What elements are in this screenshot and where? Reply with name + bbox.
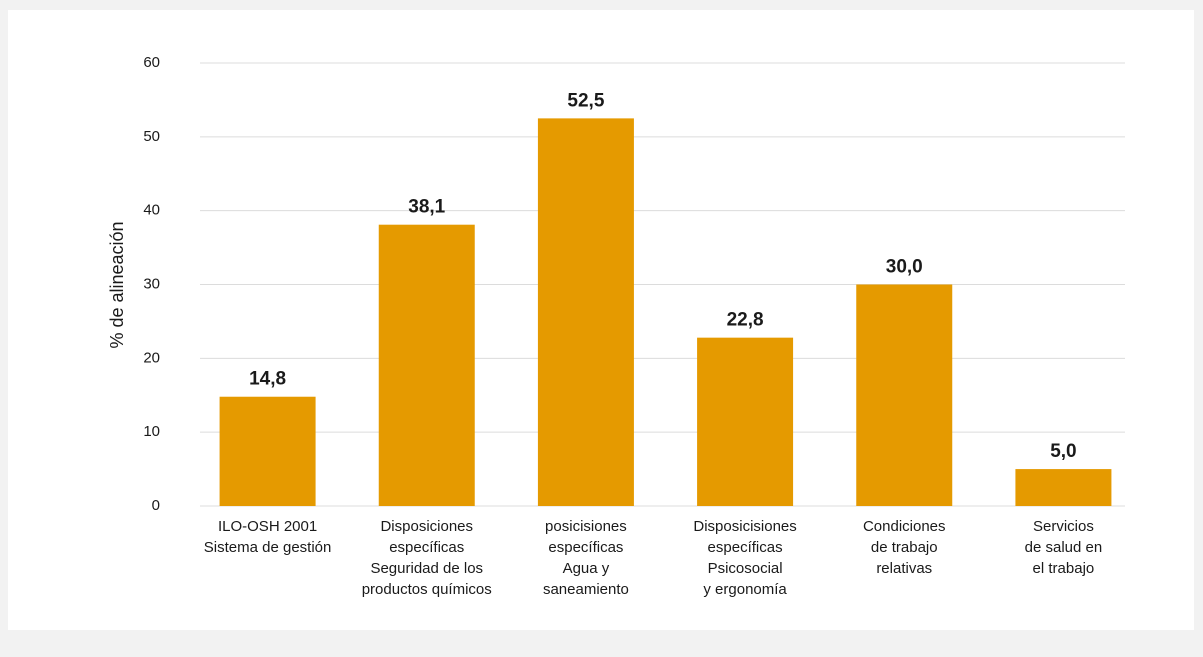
y-axis-label: % de alineación — [107, 221, 127, 348]
x-tick-label: Psicosocial — [708, 560, 783, 577]
x-tick-label: Disposicisiones — [693, 518, 796, 535]
x-tick-label: específicas — [548, 539, 623, 556]
bar — [856, 284, 953, 506]
value-label: 14,8 — [249, 369, 286, 390]
x-tick-label: Seguridad de los — [370, 560, 483, 577]
value-label: 5,0 — [1050, 441, 1076, 462]
value-label: 38,1 — [408, 197, 445, 218]
y-tick-label: 10 — [143, 423, 160, 440]
bar — [219, 396, 316, 506]
y-tick-label: 20 — [143, 349, 160, 366]
x-tick-label: Condiciones — [863, 518, 946, 535]
x-tick-label: y ergonomía — [703, 581, 787, 598]
y-tick-label: 50 — [143, 128, 160, 145]
x-tick-label: posicisiones — [545, 518, 627, 535]
value-label: 30,0 — [886, 257, 923, 278]
x-tick-label: Agua y — [563, 560, 610, 577]
x-tick-label: Disposiciones — [380, 518, 473, 535]
y-tick-label: 40 — [143, 202, 160, 219]
x-tick-label: Sistema de gestión — [204, 539, 332, 556]
x-tick-label: el trabajo — [1033, 560, 1095, 577]
x-tick-label: relativas — [876, 560, 932, 577]
y-tick-label: 60 — [143, 54, 160, 71]
x-tick-label: específicas — [389, 539, 464, 556]
bar — [537, 118, 634, 506]
value-label: 52,5 — [567, 90, 604, 111]
x-tick-label: productos químicos — [362, 581, 492, 598]
y-tick-label: 30 — [143, 275, 160, 292]
y-tick-label: 0 — [152, 497, 160, 514]
value-label: 22,8 — [727, 310, 764, 331]
x-tick-label: ILO-OSH 2001 — [218, 518, 317, 535]
bar — [378, 224, 475, 506]
x-tick-label: específicas — [708, 539, 783, 556]
bar — [697, 337, 794, 506]
x-tick-label: saneamiento — [543, 581, 629, 598]
x-tick-label: Servicios — [1033, 518, 1094, 535]
bar — [1015, 469, 1112, 506]
x-tick-label: de salud en — [1025, 539, 1103, 556]
x-tick-label: de trabajo — [871, 539, 938, 556]
